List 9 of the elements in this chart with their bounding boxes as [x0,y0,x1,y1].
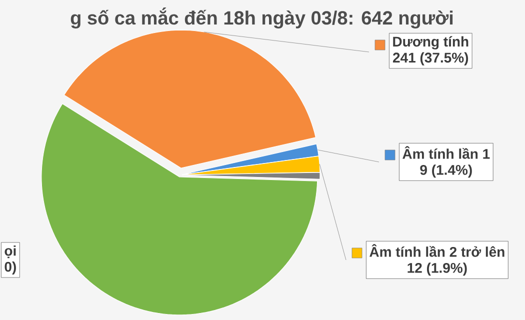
chart-title: g số ca mắc đến 18h ngày 03/8: 642 người [70,8,453,28]
data-label: 241 (37.5%) [392,52,468,66]
text: 0) [4,261,16,275]
text: ọi [4,245,16,258]
legend-label: Âm tính lần 1 [402,146,490,159]
legend-label: Dương tính [393,36,468,50]
legend-label: Âm tính lần 2 trở lên [370,244,504,257]
data-label: 12 (1.9%) [408,262,467,276]
data-label: 9 (1.4%) [420,164,472,178]
